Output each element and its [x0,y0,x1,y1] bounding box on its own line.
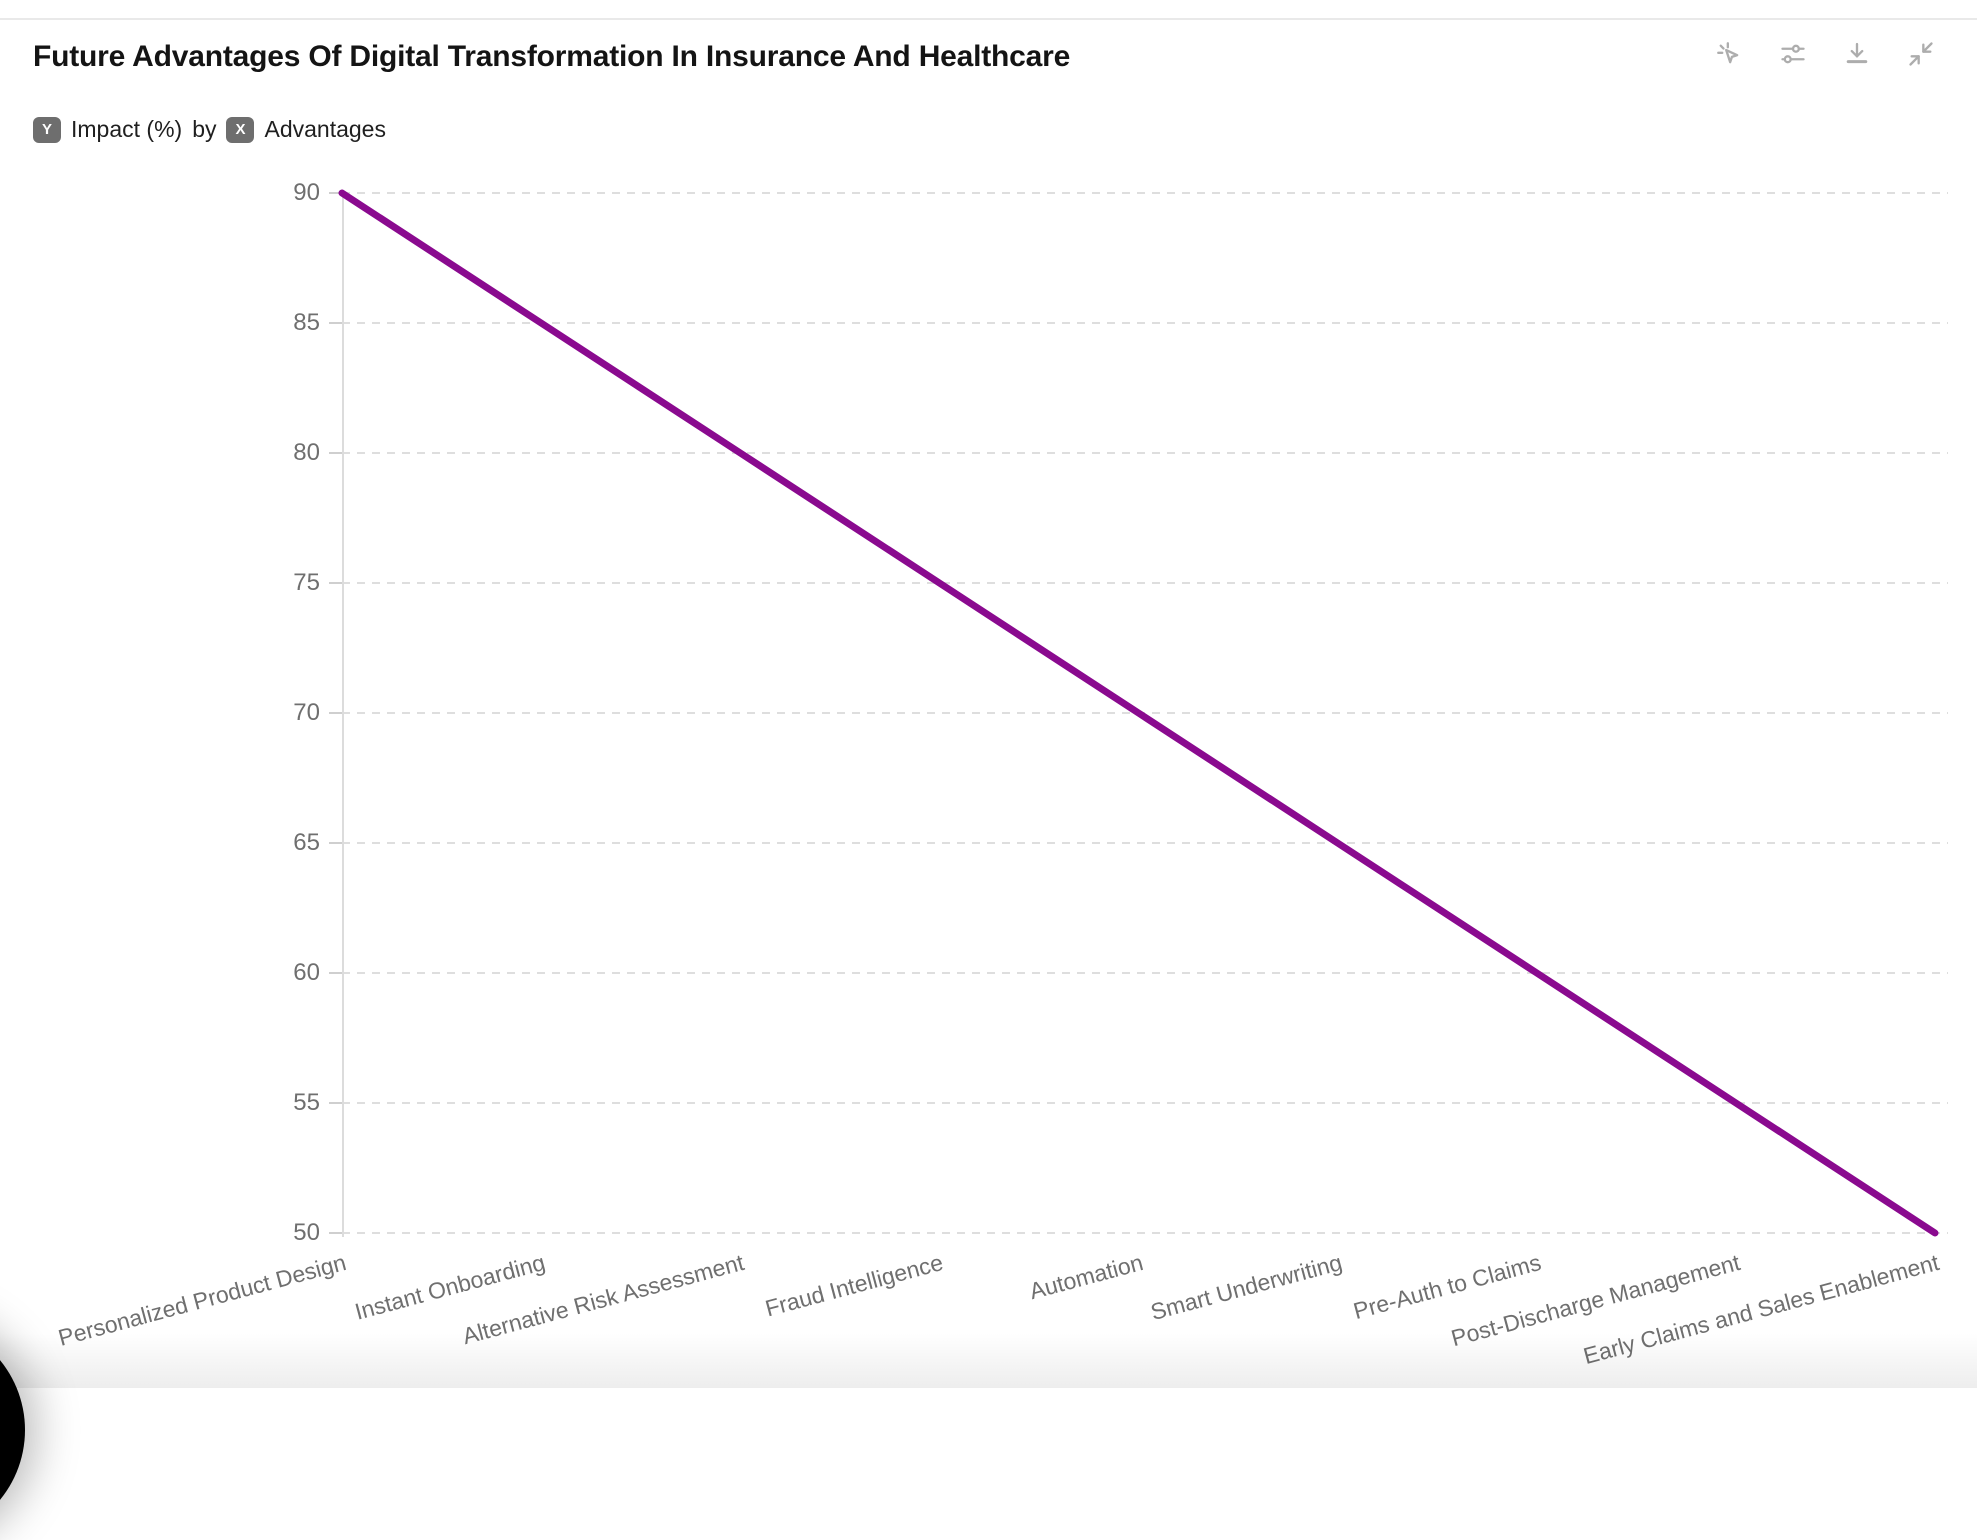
y-tick-label: 55 [293,1089,320,1116]
y-tick-mark [329,452,342,454]
axis-summary: Y Impact (%) by X Advantages [33,116,386,143]
magic-click-icon[interactable] [1715,40,1743,68]
y-tick-label: 60 [293,959,320,986]
y-axis-line [342,193,344,1237]
card-bottom-shadow [0,1333,1977,1388]
chart-toolbar [1715,40,1935,68]
y-gridline [342,452,1948,454]
y-axis-name: Impact (%) [71,116,183,142]
y-gridline [342,712,1948,714]
y-tick-label: 90 [293,179,320,206]
y-tick-label: 75 [293,569,320,596]
y-gridline [342,972,1948,974]
y-tick-label: 70 [293,699,320,726]
y-gridline [342,842,1948,844]
x-axis-badge: X [226,116,255,143]
y-tick-label: 65 [293,829,320,856]
y-tick-mark [329,582,342,584]
series-line[interactable] [338,189,1939,1237]
settings-sliders-icon[interactable] [1779,40,1807,68]
y-tick-label: 80 [293,439,320,466]
y-tick-mark [329,712,342,714]
y-gridline [342,582,1948,584]
y-tick-label: 85 [293,309,320,336]
y-gridline [342,192,1948,194]
collapse-icon[interactable] [1907,40,1935,68]
line-chart: 90 85 80 75 70 65 60 55 50 Personalized Product D… [55,179,1948,1369]
y-tick-mark [329,1102,342,1104]
y-tick-mark [329,192,342,194]
y-gridline [342,1232,1948,1234]
card-top-border [0,18,1977,20]
y-tick-mark [329,322,342,324]
y-tick-mark [329,842,342,844]
y-tick-label: 50 [293,1219,320,1246]
download-icon[interactable] [1843,40,1871,68]
y-gridline [342,322,1948,324]
y-gridline [342,1102,1948,1104]
y-tick-mark [329,972,342,974]
y-axis-badge: Y [33,116,61,143]
page-title: Future Advantages Of Digital Transformat… [33,40,1071,73]
axis-connector: by [192,116,217,142]
y-tick-mark [329,1232,342,1234]
x-axis-name: Advantages [264,116,386,142]
